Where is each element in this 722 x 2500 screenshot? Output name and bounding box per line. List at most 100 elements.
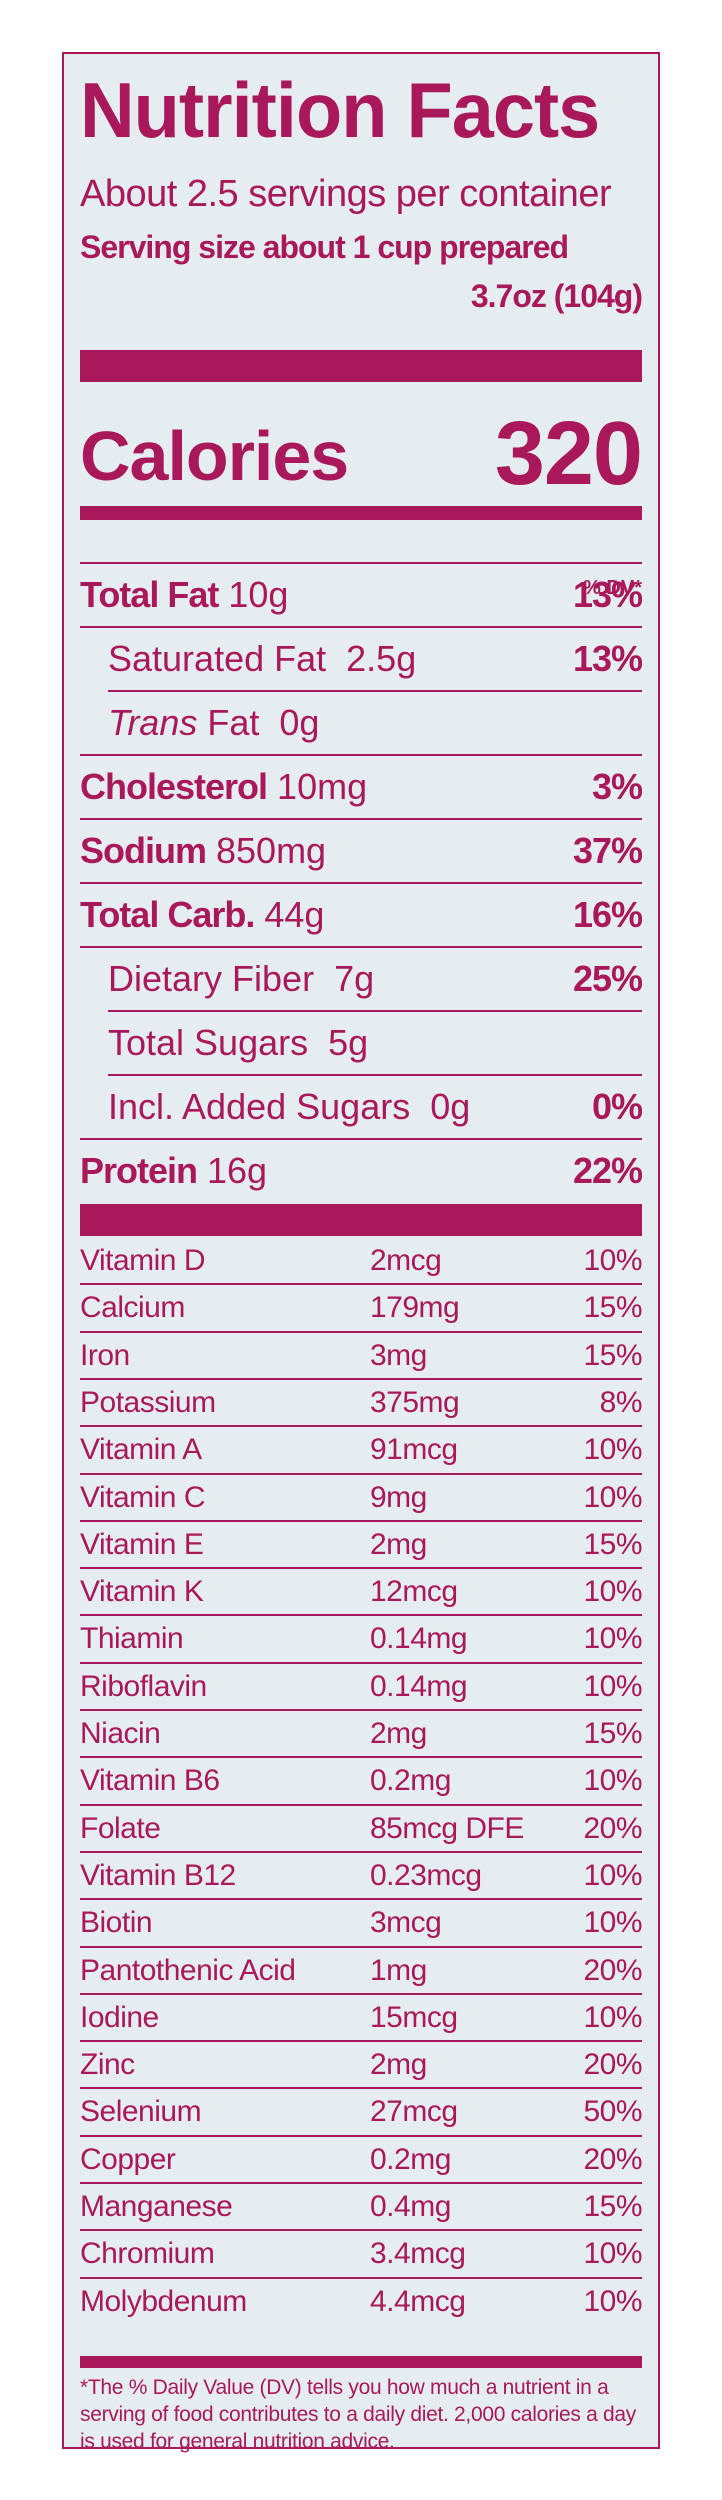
vitamin-name: Copper	[80, 2142, 176, 2176]
vitamin-dv: 8%	[599, 1385, 643, 1419]
vitamin-row: Vitamin B6 0.2mg 10%	[80, 1757, 642, 1804]
vitamin-row: Iodine 15mcg 10%	[80, 1994, 642, 2041]
divider	[80, 1993, 642, 1995]
vitamin-amount: 0.23mcg	[370, 1858, 482, 1892]
divider	[80, 2277, 642, 2279]
vitamin-dv: 10%	[583, 1905, 642, 1939]
vitamin-row: Chromium 3.4mcg 10%	[80, 2230, 642, 2277]
vitamin-name: Vitamin B12	[80, 1858, 236, 1892]
vitamin-dv: 20%	[583, 2142, 642, 2176]
vitamin-amount: 0.2mg	[370, 2142, 451, 2176]
divider	[80, 2040, 642, 2042]
vitamin-row: Potassium 375mg 8%	[80, 1379, 643, 1426]
vitamin-dv: 15%	[583, 1290, 642, 1324]
vitamin-dv: 15%	[583, 1338, 642, 1372]
vitamin-amount: 375mg	[370, 1385, 460, 1419]
nutrient-row-dietary-fiber: Dietary Fiber 7g 25%	[80, 948, 643, 1010]
divider	[80, 882, 642, 884]
nutrient-dv: 25%	[572, 958, 643, 999]
divider	[80, 1614, 642, 1616]
vitamin-amount: 0.14mg	[370, 1621, 468, 1655]
divider	[80, 1946, 642, 1948]
nutrient-dv: 0%	[591, 1086, 643, 1127]
nutrient-label: Total Carb. 44g	[80, 894, 325, 935]
vitamin-amount: 9mg	[370, 1480, 427, 1514]
divider	[80, 1283, 642, 1285]
divider	[80, 2182, 642, 2184]
divider	[80, 1756, 642, 1758]
nutrient-row-total-sugars: Total Sugars 5g	[80, 1012, 642, 1074]
vitamin-row: Iron 3mg 15%	[80, 1332, 642, 1379]
vitamin-row: Molybdenum 4.4mcg 10%	[80, 2278, 642, 2325]
vitamin-row: Vitamin A 91mcg 10%	[80, 1426, 642, 1473]
nutrient-dv: 13%	[572, 574, 643, 615]
vitamin-row: Pantothenic Acid 1mg 20%	[80, 1947, 642, 1994]
nutrition-facts-title: Nutrition Facts	[80, 66, 600, 154]
vitamin-name: Iron	[80, 1338, 130, 1372]
vitamin-amount: 2mg	[370, 1527, 427, 1561]
vitamin-row: Vitamin D 2mcg 10%	[80, 1237, 642, 1284]
divider	[80, 818, 642, 820]
vitamin-dv: 20%	[583, 1953, 642, 1987]
divider	[80, 1473, 642, 1475]
vitamin-row: Riboflavin 0.14mg 10%	[80, 1663, 642, 1710]
vitamin-name: Riboflavin	[80, 1669, 207, 1703]
vitamin-name: Thiamin	[80, 1621, 184, 1655]
vitamin-dv: 15%	[583, 1527, 642, 1561]
vitamin-name: Molybdenum	[80, 2284, 247, 2318]
divider	[108, 690, 642, 692]
divider	[108, 1074, 642, 1076]
vitamin-dv: 10%	[583, 2284, 642, 2318]
vitamin-name: Vitamin D	[80, 1243, 206, 1277]
vitamin-dv: 10%	[583, 1621, 642, 1655]
nutrient-label: Total Sugars 5g	[108, 1022, 369, 1063]
vitamin-name: Folate	[80, 1811, 161, 1845]
vitamin-name: Niacin	[80, 1716, 161, 1750]
vitamin-dv: 10%	[583, 1480, 642, 1514]
vitamin-row: Vitamin C 9mg 10%	[80, 1474, 642, 1521]
vitamin-row: Vitamin E 2mg 15%	[80, 1521, 642, 1568]
calories-value: 320	[494, 404, 643, 504]
vitamin-amount: 15mcg	[370, 2000, 458, 2034]
nutrient-row-protein: Protein 16g 22%	[80, 1140, 643, 1202]
vitamin-name: Iodine	[80, 2000, 159, 2034]
vitamin-dv: 10%	[583, 1858, 642, 1892]
divider	[80, 1378, 642, 1380]
nutrient-row-total-fat: Total Fat 10g 13%	[80, 564, 643, 626]
divider	[80, 1662, 642, 1664]
vitamin-dv: 15%	[583, 1716, 642, 1750]
thick-divider-top	[80, 350, 642, 382]
divider	[80, 562, 642, 564]
vitamin-dv: 10%	[583, 1243, 642, 1277]
vitamin-row: Biotin 3mcg 10%	[80, 1899, 642, 1946]
vitamin-amount: 12mcg	[370, 1574, 458, 1608]
vitamin-name: Pantothenic Acid	[80, 1953, 296, 1987]
nutrient-dv: 37%	[572, 830, 643, 871]
vitamin-name: Vitamin E	[80, 1527, 204, 1561]
nutrient-row-added-sugars: Incl. Added Sugars 0g 0%	[80, 1076, 643, 1138]
nutrient-label: Total Fat 10g	[80, 574, 289, 615]
divider	[80, 2229, 642, 2231]
vitamin-dv: 10%	[583, 2000, 642, 2034]
nutrient-dv: 3%	[591, 766, 643, 807]
divider	[80, 1331, 642, 1333]
divider	[80, 1804, 642, 1806]
vitamin-name: Vitamin C	[80, 1480, 206, 1514]
divider	[80, 1520, 642, 1522]
vitamin-name: Calcium	[80, 1290, 185, 1324]
vitamin-amount: 85mcg DFE	[370, 1811, 524, 1845]
divider	[80, 626, 642, 628]
vitamin-name: Vitamin A	[80, 1432, 202, 1466]
nutrient-row-saturated-fat: Saturated Fat 2.5g 13%	[80, 628, 643, 690]
vitamin-amount: 91mcg	[370, 1432, 458, 1466]
nutrient-dv: 16%	[572, 894, 643, 935]
divider	[80, 1851, 642, 1853]
vitamin-amount: 1mg	[370, 1953, 427, 1987]
nutrient-label: Incl. Added Sugars 0g	[108, 1086, 471, 1127]
divider	[80, 1425, 642, 1427]
vitamin-name: Zinc	[80, 2047, 135, 2081]
vitamin-amount: 3mg	[370, 1338, 427, 1372]
vitamin-row: Zinc 2mg 20%	[80, 2041, 642, 2088]
vitamin-amount: 3.4mcg	[370, 2236, 466, 2270]
vitamin-name: Selenium	[80, 2094, 202, 2128]
